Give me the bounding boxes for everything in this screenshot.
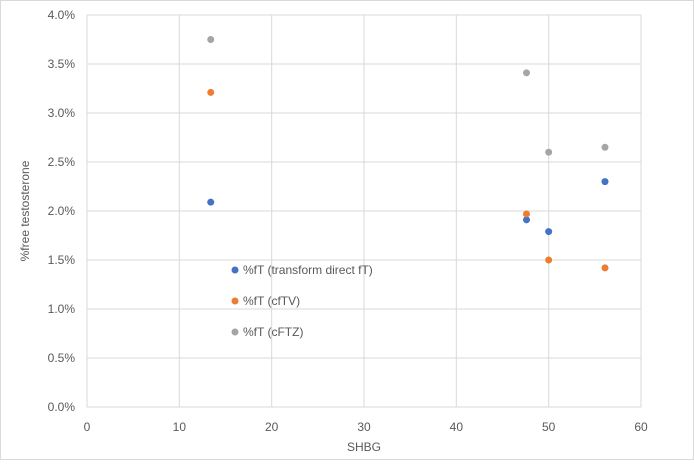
- data-point: [523, 216, 531, 224]
- data-point: [207, 36, 215, 43]
- y-tick-label: 1.0%: [48, 302, 76, 316]
- x-tick-label: 50: [542, 420, 556, 434]
- legend-label: %fT (transform direct fT): [243, 263, 373, 277]
- data-point: [207, 88, 215, 96]
- legend-marker: [231, 328, 239, 336]
- y-tick-label: 3.5%: [48, 57, 76, 71]
- y-tick-label: 2.0%: [48, 204, 76, 218]
- data-point: [601, 178, 609, 186]
- data-point: [523, 69, 531, 77]
- data-point: [545, 148, 553, 156]
- y-tick-label: 0.0%: [48, 400, 76, 414]
- legend-marker: [231, 297, 239, 305]
- y-tick-label: 1.5%: [48, 253, 76, 267]
- y-tick-label: 0.5%: [48, 351, 76, 365]
- y-tick-label: 3.0%: [48, 106, 76, 120]
- data-point: [601, 264, 609, 272]
- legend-marker: [231, 266, 239, 274]
- data-points: [207, 36, 609, 272]
- data-point: [523, 210, 531, 218]
- data-point: [207, 198, 215, 206]
- y-tick-label: 2.5%: [48, 155, 76, 169]
- y-tick-label: 4.0%: [48, 8, 76, 22]
- data-point: [601, 143, 609, 151]
- data-point: [545, 228, 553, 236]
- x-axis-ticks: 0 10 20 30 40 50 60: [84, 420, 648, 434]
- x-tick-label: 10: [173, 420, 187, 434]
- legend-label: %fT (cFTZ): [243, 325, 303, 339]
- data-point: [545, 256, 553, 264]
- legend: %fT (transform direct fT) %fT (cfTV) %fT (…: [231, 263, 373, 339]
- x-tick-label: 20: [265, 420, 279, 434]
- x-tick-label: 60: [634, 420, 648, 434]
- y-axis-title: %free testosterone: [18, 160, 32, 261]
- y-axis-ticks: 0.0% 0.5% 1.0% 1.5% 2.0% 2.5% 3.0% 3.5% 4.0%: [48, 8, 76, 414]
- x-axis-title: SHBG: [347, 440, 381, 454]
- x-tick-label: 30: [357, 420, 371, 434]
- x-tick-label: 0: [84, 420, 91, 434]
- legend-label: %fT (cfTV): [243, 294, 300, 308]
- x-tick-label: 40: [450, 420, 464, 434]
- gridlines: [86, 14, 642, 408]
